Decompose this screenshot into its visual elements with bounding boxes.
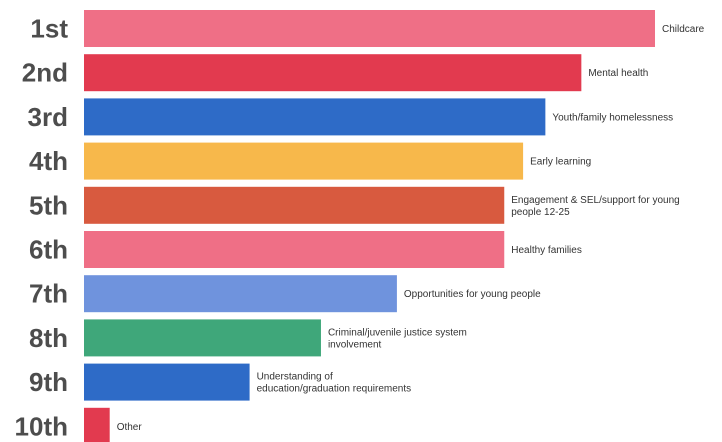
bar [84,142,524,180]
bar [84,319,321,357]
rank-label: 1st [30,14,68,44]
bar [84,186,505,224]
rank-label: 2nd [22,58,68,88]
bar [84,275,397,313]
bar-label: Youth/family homelessness [552,112,673,123]
rank-label: 10th [15,411,68,441]
bar-label: people 12-25 [511,207,570,218]
rank-label: 7th [29,279,68,309]
bar [84,363,250,401]
bar-label: Other [117,422,143,433]
bar-label: Criminal/juvenile justice system [328,327,467,338]
bar-label: Early learning [530,157,591,168]
bar-label: Healthy families [511,245,582,256]
rank-label: 6th [29,235,68,265]
bar-label: Understanding of [257,372,333,383]
bar-label: Opportunities for young people [404,289,541,300]
rank-label: 9th [29,367,68,397]
bar-label: Engagement & SEL/support for young [511,195,679,206]
rank-label: 8th [29,323,68,353]
rank-label: 3rd [28,102,68,132]
bar-label: involvement [328,339,382,350]
bar [84,98,546,136]
bar [84,10,655,47]
rank-label: 4th [29,146,68,176]
bar-label: Childcare [662,24,705,35]
bar-label: education/graduation requirements [257,384,412,395]
bar [84,231,505,268]
rank-label: 5th [29,190,68,220]
bar [84,407,110,442]
bar [84,54,582,92]
bar-label: Mental health [588,68,648,79]
